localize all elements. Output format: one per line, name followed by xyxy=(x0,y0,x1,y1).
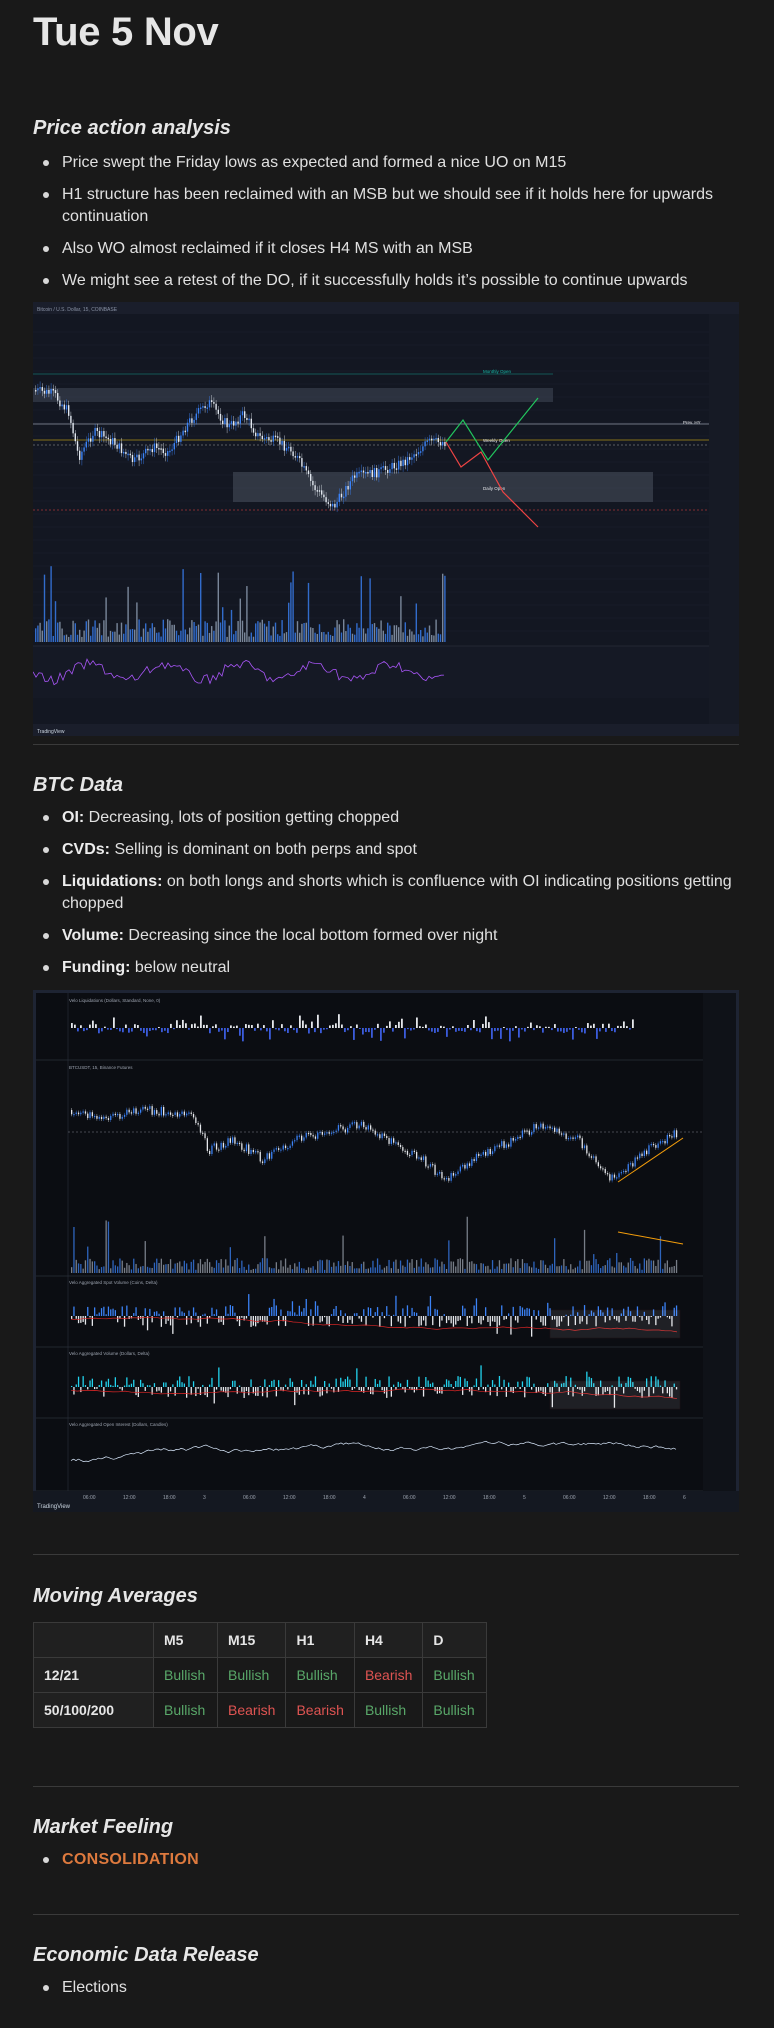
item-label: Liquidations: xyxy=(62,873,163,890)
list-item: We might see a retest of the DO, if it s… xyxy=(33,270,739,292)
list-item: Funding: below neutral xyxy=(33,957,739,979)
panel-label: Velo Aggregated Volume (Dollars, Delta) xyxy=(69,1351,150,1356)
column-header: H4 xyxy=(353,1622,424,1658)
x-tick-label: 12:00 xyxy=(443,1495,456,1501)
panel-label: Velo Liquidations (Dollars, Standard, No… xyxy=(69,998,161,1003)
btc-data-chart-image[interactable]: Velo Liquidations (Dollars, Standard, No… xyxy=(33,990,739,1512)
table-cell: Bullish xyxy=(422,1692,488,1728)
divider xyxy=(33,1554,739,1555)
table-cell: Bullish xyxy=(216,1657,287,1693)
chart1-header: Bitcoin / U.S. Dollar, 15, COINBASE xyxy=(37,307,118,313)
divider xyxy=(33,744,739,745)
table-header-row: M5 M15 H1 H4 D xyxy=(33,1622,488,1658)
row-label: 12/21 xyxy=(33,1657,154,1693)
panel-label: BTCUSDT, 15, Binance Futures xyxy=(69,1065,133,1070)
item-text: below neutral xyxy=(130,959,231,976)
column-header: D xyxy=(422,1622,488,1658)
x-tick-label: 4 xyxy=(363,1495,366,1501)
level-label: Prev. HY xyxy=(683,420,701,425)
column-header: M5 xyxy=(153,1622,218,1658)
list-item: Liquidations: on both longs and shorts w… xyxy=(33,871,739,915)
moving-averages-table: M5 M15 H1 H4 D 12/21 Bullish Bullish Bul… xyxy=(33,1622,488,1728)
x-tick-label: 18:00 xyxy=(163,1495,176,1501)
x-tick-label: 18:00 xyxy=(483,1495,496,1501)
list-item: CONSOLIDATION xyxy=(33,1849,739,1871)
item-label: Volume: xyxy=(62,927,124,944)
table-cell: Bearish xyxy=(216,1692,287,1728)
x-tick-label: 3 xyxy=(203,1495,206,1501)
x-tick-label: 12:00 xyxy=(283,1495,296,1501)
table-cell: Bullish xyxy=(422,1657,488,1693)
bullish-projection-arrow xyxy=(445,397,539,462)
table-row: 12/21 Bullish Bullish Bullish Bearish Bu… xyxy=(33,1657,488,1693)
table-cell: Bearish xyxy=(353,1657,424,1693)
column-header: M15 xyxy=(216,1622,287,1658)
item-text: on both longs and shorts which is conflu… xyxy=(62,873,732,912)
list-item: CVDs: Selling is dominant on both perps … xyxy=(33,839,739,861)
table-row: 50/100/200 Bullish Bearish Bearish Bulli… xyxy=(33,1692,488,1728)
bearish-projection-arrow xyxy=(445,441,539,528)
level-label: Daily Open xyxy=(483,486,506,491)
price-chart-image[interactable]: Bitcoin / U.S. Dollar, 15, COINBASE Mont… xyxy=(33,302,739,736)
market-feeling-list: CONSOLIDATION xyxy=(33,1849,739,1881)
list-item: Elections xyxy=(33,1977,739,1999)
item-text: Selling is dominant on both perps and sp… xyxy=(110,841,417,858)
x-tick-label: 06:00 xyxy=(83,1495,96,1501)
market-feeling-value: CONSOLIDATION xyxy=(62,1851,199,1868)
x-tick-label: 5 xyxy=(523,1495,526,1501)
section-title-economic-data: Economic Data Release xyxy=(33,1944,259,1966)
panel-label: Velo Aggregated Open Interest (Dollars, … xyxy=(69,1422,168,1427)
item-text: Decreasing, lots of position getting cho… xyxy=(84,809,400,826)
list-item: Volume: Decreasing since the local botto… xyxy=(33,925,739,947)
table-cell: Bullish xyxy=(153,1692,218,1728)
column-header: H1 xyxy=(285,1622,355,1658)
tradingview-logo: TradingView xyxy=(37,1504,71,1510)
item-label: Funding: xyxy=(62,959,131,976)
table-cell: Bullish xyxy=(285,1657,355,1693)
list-item: H1 structure has been reclaimed with an … xyxy=(33,184,739,228)
x-tick-label: 12:00 xyxy=(603,1495,616,1501)
row-label: 50/100/200 xyxy=(33,1692,154,1728)
x-tick-label: 06:00 xyxy=(403,1495,416,1501)
btc-data-list: OI: Decreasing, lots of position getting… xyxy=(33,807,739,989)
x-tick-label: 12:00 xyxy=(123,1495,136,1501)
level-label: Weekly Open xyxy=(483,438,510,443)
panel-label: Velo Aggregated Spot Volume (Coins, Delt… xyxy=(69,1280,158,1285)
x-tick-label: 6 xyxy=(683,1495,686,1501)
table-cell: Bullish xyxy=(353,1692,424,1728)
x-tick-label: 06:00 xyxy=(243,1495,256,1501)
column-header xyxy=(33,1622,154,1658)
divider xyxy=(33,1914,739,1915)
section-title-market-feeling: Market Feeling xyxy=(33,1816,174,1838)
table-cell: Bearish xyxy=(285,1692,355,1728)
list-item: Also WO almost reclaimed if it closes H4… xyxy=(33,238,739,260)
page-title: Tue 5 Nov xyxy=(33,10,219,54)
level-label: Monthly Open xyxy=(483,369,512,374)
section-title-price-action: Price action analysis xyxy=(33,117,231,139)
item-label: OI: xyxy=(62,809,85,826)
section-title-btc-data: BTC Data xyxy=(33,774,124,796)
divider xyxy=(33,1786,739,1787)
x-tick-label: 06:00 xyxy=(563,1495,576,1501)
table-cell: Bullish xyxy=(153,1657,218,1693)
item-text: Decreasing since the local bottom formed… xyxy=(123,927,498,944)
price-action-list: Price swept the Friday lows as expected … xyxy=(33,152,739,302)
list-item: OI: Decreasing, lots of position getting… xyxy=(33,807,739,829)
section-title-moving-averages: Moving Averages xyxy=(33,1585,198,1607)
x-tick-label: 18:00 xyxy=(643,1495,656,1501)
item-label: CVDs: xyxy=(62,841,111,858)
economic-data-list: Elections xyxy=(33,1977,739,2009)
list-item: Price swept the Friday lows as expected … xyxy=(33,152,739,174)
tradingview-logo: TradingView xyxy=(37,729,65,735)
x-tick-label: 18:00 xyxy=(323,1495,336,1501)
